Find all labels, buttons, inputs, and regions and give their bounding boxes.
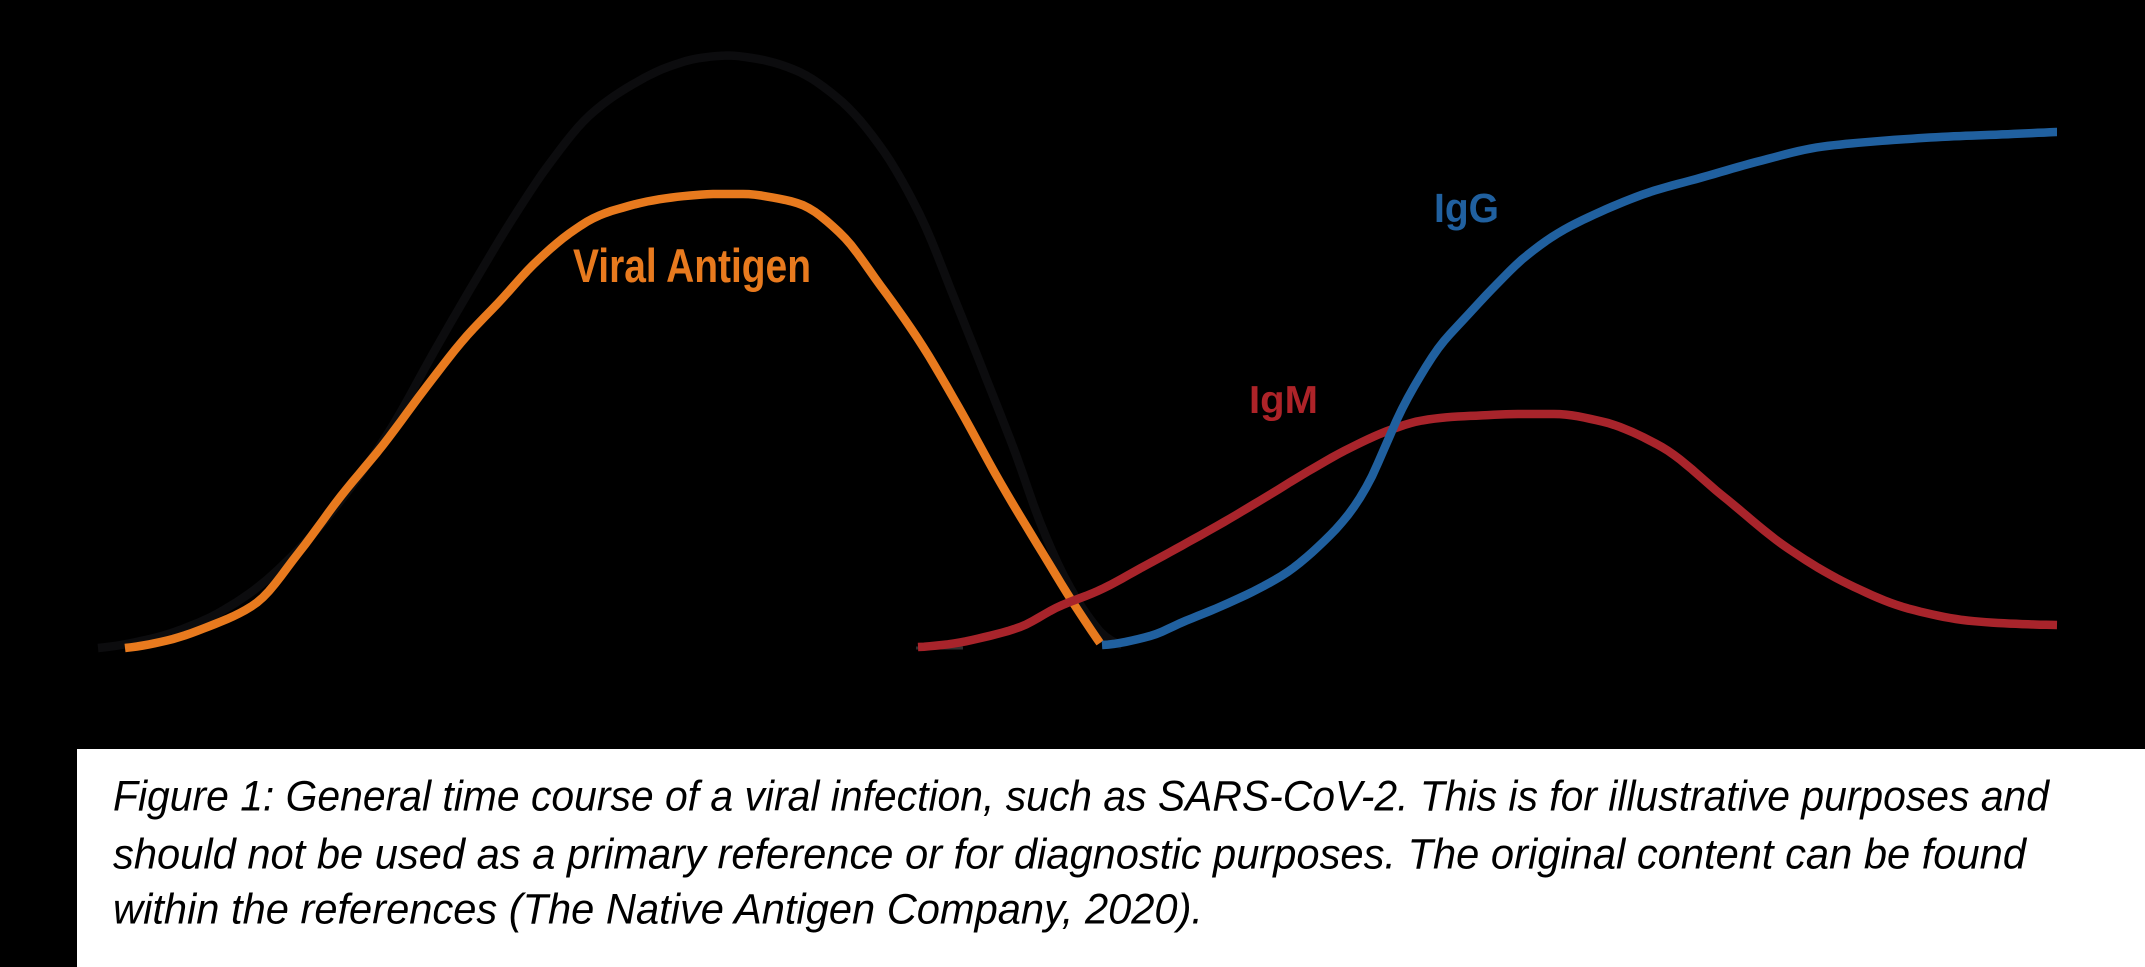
svg-text:IgM: IgM — [1249, 379, 1318, 422]
svg-text:should not be used as a primar: should not be used as a primary referenc… — [113, 831, 2028, 879]
svg-text:Figure 1: General time course: Figure 1: General time course of a viral… — [113, 773, 2051, 821]
svg-text:IgG: IgG — [1434, 185, 1499, 231]
svg-text:within the references (The Nat: within the references (The Native Antige… — [113, 886, 1203, 934]
svg-text:Viral Antigen: Viral Antigen — [573, 239, 811, 292]
